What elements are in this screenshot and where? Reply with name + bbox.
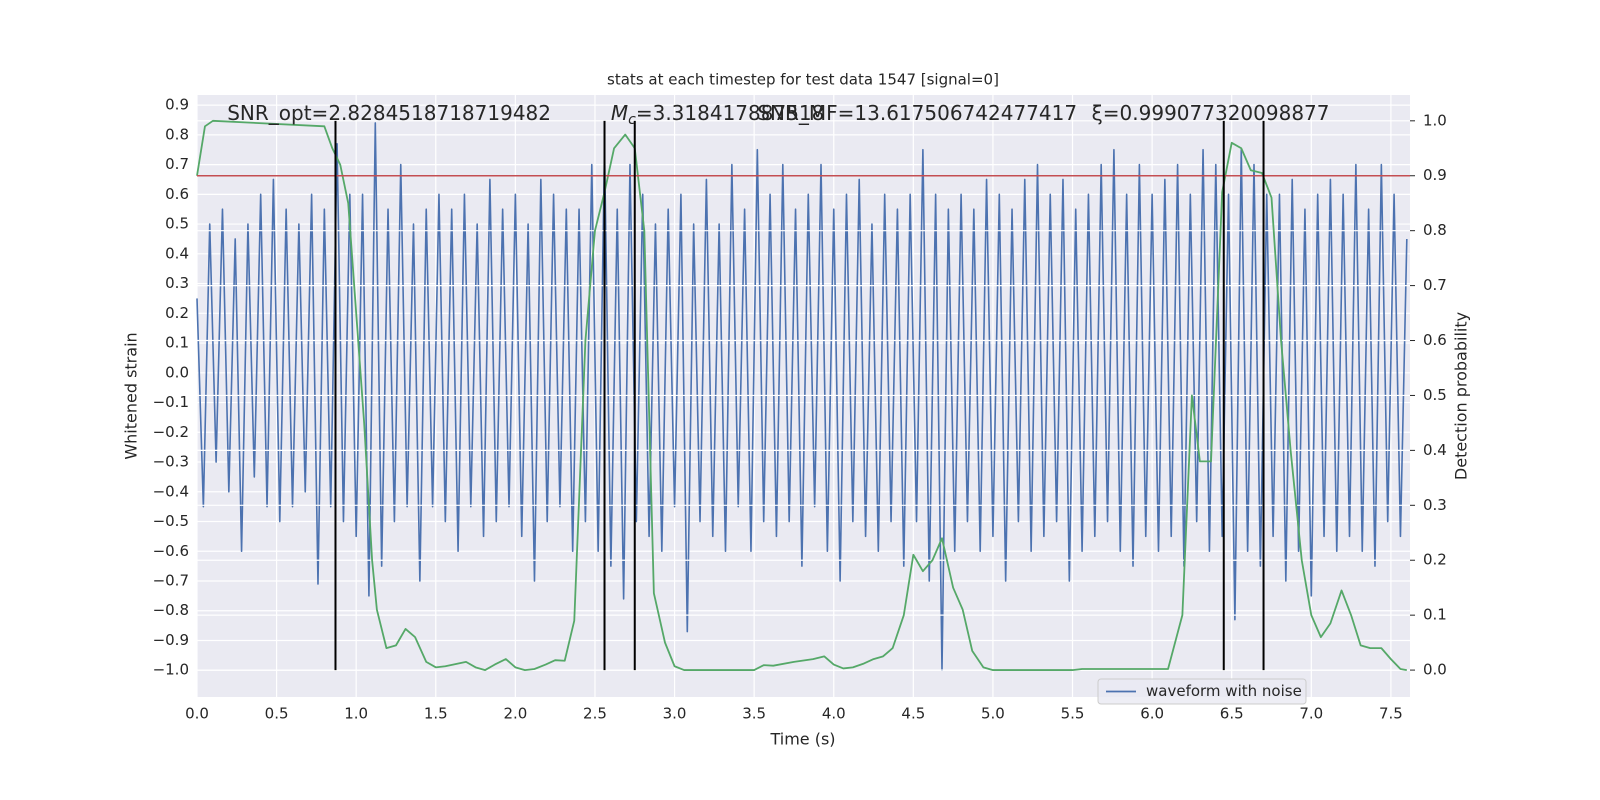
- x-tick-label: 4.0: [822, 705, 846, 723]
- x-tick-label: 1.5: [424, 705, 448, 723]
- annotation: Mc=3.318417887518: [611, 101, 825, 129]
- x-tick-label: 7.5: [1379, 705, 1403, 723]
- annotation-text: SNR_opt=2.8284518718719482: [227, 101, 551, 125]
- y-tick-label: −0.7: [153, 572, 189, 590]
- y2-axis-label: Detection probability: [1452, 312, 1471, 480]
- series-line: [196, 122, 1408, 672]
- annotation: ξ=0.999077320098877: [1092, 101, 1330, 125]
- chart-title: stats at each timestep for test data 154…: [607, 71, 999, 89]
- y2-tick-label: 0.3: [1423, 496, 1447, 514]
- annotation-text: ξ=0.999077320098877: [1092, 101, 1330, 125]
- y-tick-label: 0.2: [165, 304, 189, 322]
- y-tick-label: 0.3: [165, 274, 189, 292]
- y2-tick-label: 0.0: [1423, 661, 1447, 679]
- y2-tick-label: 0.8: [1423, 221, 1447, 239]
- x-tick-label: 3.5: [742, 705, 766, 723]
- x-tick-label: 3.0: [663, 705, 687, 723]
- y-tick-label: 0.4: [165, 244, 189, 262]
- y-tick-label: −0.8: [153, 601, 189, 619]
- series-line: [196, 119, 1407, 671]
- x-tick-label: 5.5: [1061, 705, 1085, 723]
- y-tick-label: 0.9: [165, 96, 189, 114]
- y-tick-label: −0.1: [153, 393, 189, 411]
- y2-tick-label: 0.2: [1423, 551, 1447, 569]
- x-axis-label: Time (s): [769, 730, 835, 749]
- y-tick-label: 0.8: [165, 125, 189, 143]
- x-tick-label: 1.0: [344, 705, 368, 723]
- annotation: SNR_opt=2.8284518718719482: [227, 101, 551, 125]
- x-tick-label: 2.5: [583, 705, 607, 723]
- y-tick-label: 0.7: [165, 155, 189, 173]
- y-tick-label: −0.5: [153, 512, 189, 530]
- annotation-text: SNR_MF=13.617506742477417: [757, 101, 1077, 125]
- x-tick-label: 2.0: [503, 705, 527, 723]
- y2-tick-label: 0.7: [1423, 276, 1447, 294]
- y-tick-label: −0.2: [153, 423, 189, 441]
- x-tick-label: 6.5: [1220, 705, 1244, 723]
- legend-box: [1097, 678, 1307, 705]
- x-tick-label: 4.5: [901, 705, 925, 723]
- y2-tick-label: 0.5: [1423, 386, 1447, 404]
- y2-tick-label: 0.4: [1423, 441, 1447, 459]
- y-tick-label: −1.0: [153, 661, 189, 679]
- legend-label: waveform with noise: [1146, 682, 1302, 700]
- x-tick-label: 6.0: [1140, 705, 1164, 723]
- y2-tick-label: 0.1: [1423, 606, 1447, 624]
- x-tick-label: 0.5: [265, 705, 289, 723]
- y-tick-label: 0.1: [165, 334, 189, 352]
- y-tick-label: 0.0: [165, 363, 189, 381]
- y-tick-label: −0.4: [153, 482, 189, 500]
- y-tick-label: −0.6: [153, 542, 189, 560]
- y-tick-label: −0.3: [153, 453, 189, 471]
- y-tick-label: −0.9: [153, 631, 189, 649]
- y2-tick-label: 0.6: [1423, 331, 1447, 349]
- x-tick-label: 7.0: [1299, 705, 1323, 723]
- y-tick-label: 0.6: [165, 185, 189, 203]
- annotation-subscript: c: [628, 112, 636, 128]
- x-tick-label: 0.0: [185, 705, 209, 723]
- y-tick-label: 0.5: [165, 215, 189, 233]
- y-axis-label: Whitened strain: [122, 332, 141, 459]
- annotation-symbol: M: [611, 101, 628, 125]
- annotation-text: =3.318417887518: [636, 101, 825, 125]
- annotation: SNR_MF=13.617506742477417: [757, 101, 1077, 125]
- y2-tick-label: 0.9: [1423, 166, 1447, 184]
- x-tick-label: 5.0: [981, 705, 1005, 723]
- y2-tick-label: 1.0: [1423, 111, 1447, 129]
